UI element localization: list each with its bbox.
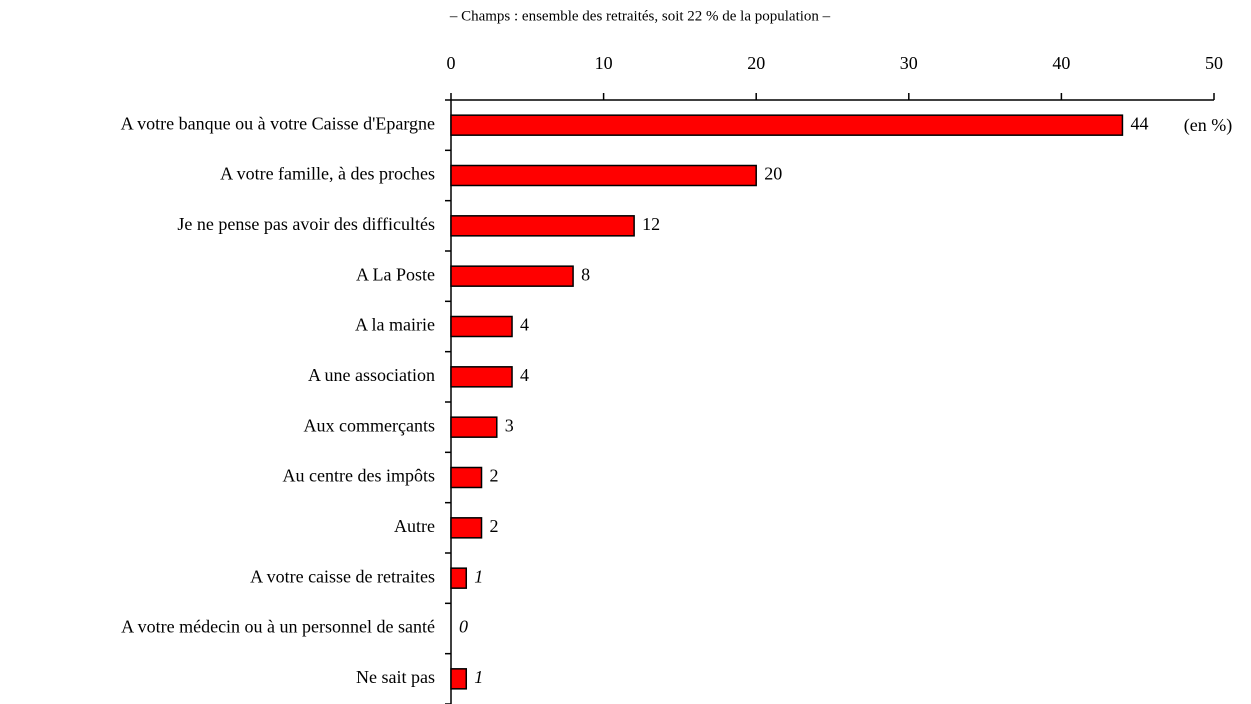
y-tick-label: A une association	[308, 365, 435, 385]
bar	[450, 265, 574, 287]
bar	[450, 164, 757, 187]
y-tick-label: Je ne pense pas avoir des difficultés	[177, 214, 435, 234]
bar	[450, 215, 635, 237]
y-tick-label: Ne sait pas	[356, 667, 435, 687]
y-tick-label: A votre médecin ou à un personnel de san…	[121, 617, 435, 637]
bar	[450, 517, 483, 539]
value-label: 12	[642, 214, 660, 234]
x-tick-label: 40	[1052, 53, 1070, 73]
value-label: 4	[520, 365, 529, 385]
value-label: 20	[764, 164, 782, 184]
value-label: 3	[505, 415, 514, 435]
value-label: 1	[474, 667, 483, 687]
bar	[450, 668, 468, 690]
value-label: 44	[1130, 113, 1148, 133]
value-label: 0	[459, 617, 468, 637]
bar	[450, 366, 513, 388]
x-tick-label: 50	[1205, 53, 1223, 73]
bar	[450, 416, 498, 438]
y-tick-label: A votre caisse de retraites	[250, 566, 435, 586]
bar	[450, 567, 468, 589]
y-tick-label: Aux commerçants	[304, 415, 435, 435]
value-label: 8	[581, 264, 590, 284]
bar	[450, 315, 513, 338]
x-tick-label: 0	[447, 53, 456, 73]
bar	[450, 466, 483, 489]
x-tick-label: 20	[747, 53, 765, 73]
value-label: 4	[520, 315, 529, 335]
y-tick-label: Autre	[394, 516, 435, 536]
bar	[450, 114, 1124, 136]
x-tick-label: 10	[595, 53, 613, 73]
unit-label: (en %)	[1184, 115, 1232, 136]
value-label: 1	[474, 566, 483, 586]
y-tick-label: A La Poste	[356, 264, 435, 284]
value-label: 2	[490, 516, 499, 536]
y-tick-label: A la mairie	[355, 315, 435, 335]
chart-subtitle: – Champs : ensemble des retraités, soit …	[449, 8, 831, 24]
value-label: 2	[490, 466, 499, 486]
y-tick-label: Au centre des impôts	[283, 466, 435, 486]
x-tick-label: 30	[900, 53, 918, 73]
y-tick-label: A votre banque ou à votre Caisse d'Eparg…	[121, 113, 435, 133]
y-tick-label: A votre famille, à des proches	[220, 164, 435, 184]
